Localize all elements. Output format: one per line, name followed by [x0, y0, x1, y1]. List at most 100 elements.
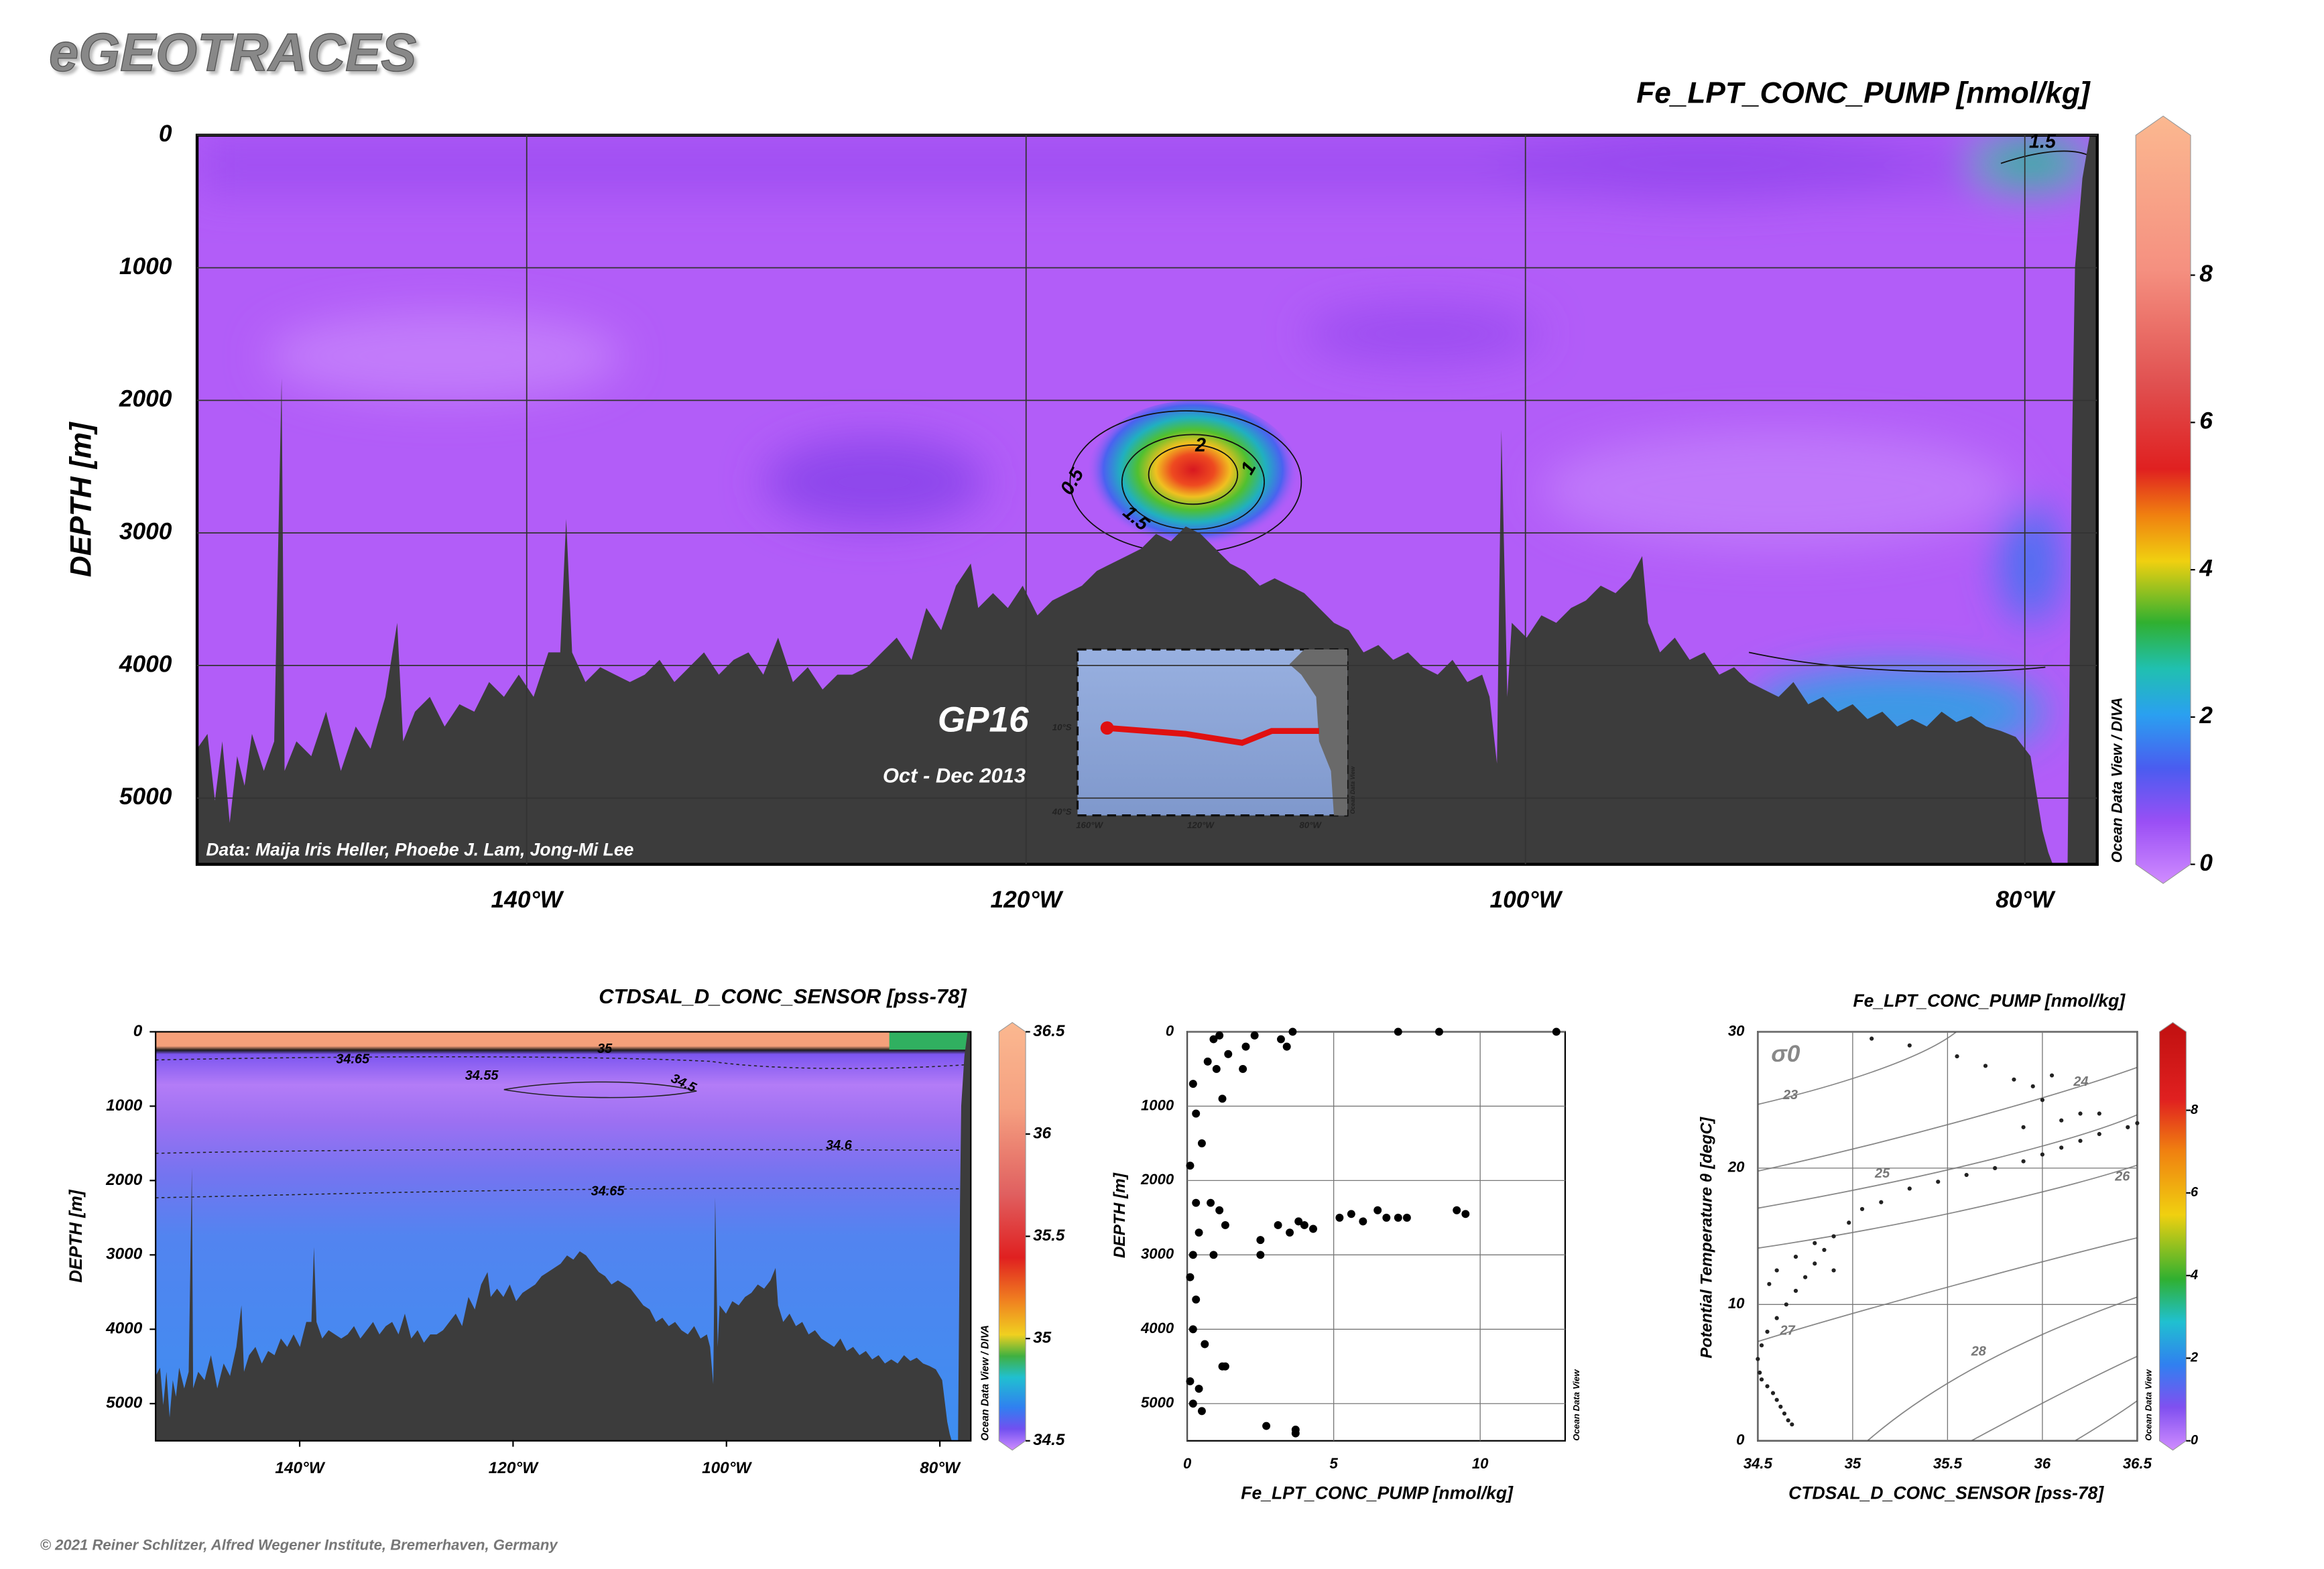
- data-point: [1964, 1172, 1969, 1178]
- data-point: [1276, 1035, 1285, 1044]
- data-point: [1294, 1217, 1303, 1226]
- data-point: [1347, 1210, 1355, 1218]
- data-point: [1309, 1225, 1318, 1233]
- plot-frame: [155, 1031, 972, 1442]
- data-point: [1759, 1343, 1764, 1348]
- data-point: [1774, 1316, 1779, 1320]
- data-point: [1288, 1027, 1297, 1036]
- isopycnal-label: 27: [1780, 1323, 1796, 1338]
- x-tick-label: 100°W: [702, 1459, 752, 1477]
- y-tick-label: 0: [1166, 1022, 1174, 1039]
- data-point: [2078, 1139, 2083, 1143]
- data-point: [1188, 1080, 1197, 1088]
- data-point: [1394, 1213, 1402, 1222]
- contour: [1121, 434, 1265, 530]
- colorbar-tick-label: 6: [2191, 1185, 2199, 1200]
- data-point: [2040, 1098, 2044, 1103]
- data-point: [1291, 1429, 1300, 1438]
- field-shade: [889, 1031, 971, 1050]
- isopycnal-label: 23: [1782, 1088, 1798, 1103]
- density-symbol: σ0: [1771, 1041, 1800, 1067]
- colorbar-tick-label: 35: [1033, 1329, 1052, 1347]
- data-point: [2021, 1159, 2026, 1164]
- y-tick-label: 1000: [119, 253, 172, 279]
- y-tick-label: 30: [1728, 1022, 1745, 1039]
- data-point: [2097, 1111, 2101, 1116]
- data-point: [1784, 1302, 1788, 1307]
- data-point: [2021, 1125, 2026, 1129]
- y-tick-label: 10: [1728, 1295, 1745, 1312]
- footer: © 2021 Reiner Schlitzer, Alfred Wegener …: [40, 1537, 559, 1554]
- shade: [1497, 135, 1912, 201]
- data-point: [2097, 1131, 2101, 1137]
- data-point: [1286, 1229, 1294, 1237]
- data-point: [1215, 1206, 1224, 1214]
- isopycnal-label: 24: [2073, 1074, 2088, 1089]
- annotation-software: Ocean Data View: [2144, 1369, 2154, 1441]
- x-tick-label: 80°W: [920, 1459, 961, 1477]
- field-shading: [197, 135, 2097, 757]
- contour-label: 34.6: [826, 1138, 853, 1153]
- data-point: [2040, 1152, 2044, 1157]
- data-point: [2135, 1121, 2140, 1125]
- data-point: [1774, 1397, 1779, 1402]
- data-point: [1793, 1255, 1798, 1259]
- isopycnal: [2075, 1400, 2138, 1442]
- data-point: [1813, 1241, 1817, 1245]
- colorbar: [998, 1021, 1026, 1451]
- colorbar-tick-label: 4: [2190, 1267, 2198, 1282]
- data-point: [1786, 1418, 1790, 1423]
- x-tick-label: 120°W: [489, 1459, 539, 1477]
- data-point: [1793, 1288, 1798, 1294]
- data-point: [1803, 1275, 1808, 1279]
- annotation-dates: Oct - Dec 2013: [883, 763, 1026, 787]
- contour: [156, 1056, 971, 1070]
- data-point: [1453, 1206, 1461, 1214]
- data-point: [1822, 1247, 1827, 1253]
- annotation-software: Ocean Data View / DIVA: [2109, 697, 2126, 863]
- x-tick-label: 35.5: [1933, 1455, 1963, 1472]
- x-tick-label: 80°W: [1996, 887, 2055, 913]
- x-tick-label: 34.5: [1744, 1455, 1773, 1472]
- colorbar-tick-label: 36.5: [1033, 1022, 1065, 1040]
- contour-label: 2: [1195, 435, 1206, 456]
- data-point: [1186, 1162, 1195, 1170]
- isopycnal: [1758, 1114, 2138, 1209]
- fe-section-field: [197, 135, 2097, 865]
- shade: [1304, 304, 1542, 364]
- y-tick-label: 0: [1736, 1432, 1745, 1448]
- contour: [1748, 150, 2091, 673]
- y-tick-label: 0: [133, 1022, 143, 1040]
- chart-title: CTDSAL_D_CONC_SENSOR [pss-78]: [599, 985, 967, 1008]
- colorbar-tick-label: 8: [2199, 261, 2213, 287]
- inset-label: Ocean Data View: [1349, 765, 1356, 814]
- y-tick-label: 3000: [119, 518, 172, 544]
- x-tick-label: 100°W: [1489, 887, 1563, 913]
- data-point: [1767, 1281, 1772, 1286]
- y-tick-label: 2000: [119, 386, 172, 412]
- x-tick-label: 120°W: [990, 887, 1063, 913]
- y-tick-label: 2000: [1140, 1171, 1174, 1188]
- data-point: [1195, 1385, 1203, 1393]
- x-tick-label: 0: [1183, 1455, 1192, 1472]
- x-tick-label: 5: [1329, 1455, 1338, 1472]
- data-point: [1765, 1329, 1770, 1334]
- isopycnal: [1758, 1237, 2138, 1342]
- data-point: [1209, 1251, 1218, 1259]
- data-point: [2078, 1111, 2083, 1116]
- data-point: [1218, 1094, 1227, 1103]
- inset-label: 10°S: [1052, 723, 1072, 733]
- colorbar-tick-label: 2: [2190, 1351, 2198, 1365]
- x-axis-label: CTDSAL_D_CONC_SENSOR [pss-78]: [1788, 1483, 2104, 1503]
- data-point: [1774, 1268, 1779, 1273]
- y-tick-label: 5000: [119, 783, 172, 810]
- data-point: [1188, 1325, 1197, 1334]
- data-point: [1224, 1050, 1233, 1058]
- inset-label: 160°W: [1076, 820, 1103, 830]
- x-tick-label: 36.5: [2123, 1455, 2152, 1472]
- contour-label: 34.65: [336, 1052, 370, 1067]
- data-point: [1274, 1220, 1282, 1229]
- map-land: [1289, 649, 1347, 816]
- isopycnal: [1758, 1164, 2138, 1249]
- data-point: [1201, 1340, 1209, 1348]
